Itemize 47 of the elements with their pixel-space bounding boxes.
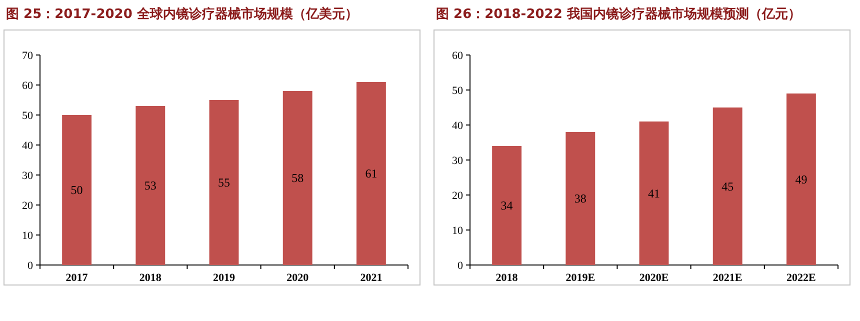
data-label: 53	[144, 178, 156, 192]
data-label: 50	[70, 183, 83, 197]
y-tick-label: 0	[28, 260, 34, 272]
y-tick-label: 30	[22, 170, 34, 182]
y-tick-label: 70	[22, 50, 34, 62]
y-tick-label: 40	[452, 120, 464, 132]
bar	[566, 132, 596, 265]
data-label: 41	[648, 186, 660, 200]
y-tick-label: 50	[452, 85, 464, 97]
x-tick-label: 2020	[286, 272, 310, 284]
chart-title: 图 26：2018-2022 我国内镜诊疗器械市场规模预测（亿元）	[436, 6, 801, 22]
x-tick-label: 2022E	[786, 272, 816, 284]
bar	[136, 106, 166, 265]
data-label: 49	[795, 172, 808, 186]
y-tick-label: 20	[452, 190, 464, 202]
chart-title: 图 25：2017-2020 全球内镜诊疗器械市场规模（亿美元）	[6, 6, 358, 22]
x-tick-label: 2021E	[712, 272, 742, 284]
y-tick-label: 60	[22, 80, 34, 92]
x-tick-label: 2019E	[566, 272, 596, 284]
data-label: 55	[218, 176, 230, 190]
y-tick-label: 10	[22, 230, 34, 242]
y-tick-label: 20	[22, 200, 34, 212]
bar	[639, 122, 669, 265]
bar	[712, 108, 742, 265]
data-label: 38	[574, 192, 586, 206]
y-tick-label: 50	[22, 110, 34, 122]
bar	[786, 94, 816, 265]
bar	[356, 82, 386, 265]
bar	[209, 100, 239, 265]
y-tick-label: 60	[452, 50, 464, 62]
bar	[62, 115, 92, 265]
x-tick-label: 2017	[66, 272, 88, 284]
data-label: 58	[292, 171, 304, 185]
bar	[492, 146, 522, 265]
y-tick-label: 10	[452, 225, 464, 237]
data-label: 61	[365, 166, 378, 180]
x-tick-label: 2020E	[639, 272, 669, 284]
data-label: 45	[722, 179, 734, 194]
x-tick-label: 2021	[360, 272, 382, 284]
x-tick-label: 2019	[213, 272, 236, 284]
y-tick-label: 0	[458, 260, 464, 272]
bar	[282, 91, 312, 265]
x-tick-label: 2018	[139, 272, 162, 284]
y-tick-label: 30	[452, 155, 464, 167]
data-label: 34	[500, 198, 513, 212]
y-tick-label: 40	[22, 140, 34, 152]
x-tick-label: 2018	[496, 272, 518, 284]
